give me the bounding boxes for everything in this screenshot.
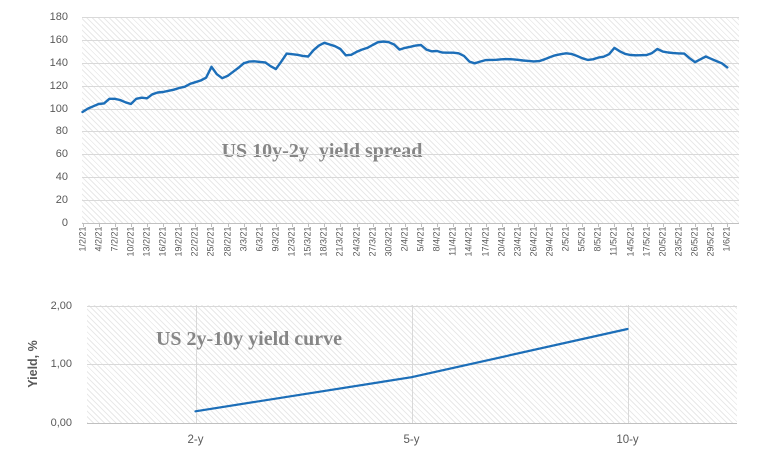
gridline-h (82, 177, 739, 178)
y-tick-label: 1,00 (50, 358, 72, 371)
y-tick-label: 120 (49, 79, 68, 92)
x-axis-line (87, 423, 737, 424)
spread-plot-area (82, 17, 739, 223)
axis-tickmark (517, 223, 519, 227)
axis-tickmark (549, 223, 551, 227)
axis-tickmark (163, 223, 165, 227)
axis-tickmark (292, 223, 294, 227)
axis-tickmark (453, 223, 455, 227)
axis-tickmark (646, 223, 648, 227)
axis-tickmark (356, 223, 358, 227)
axis-tickmark (485, 223, 487, 227)
y-tick-label: 20 (55, 194, 68, 207)
curve-chart-title: US 2y-10y yield curve (155, 328, 343, 350)
gridline-v (195, 305, 197, 423)
axis-tickmark (227, 223, 229, 227)
axis-tickmark (98, 223, 100, 227)
y-tick-label: 100 (49, 102, 68, 115)
axis-tickmark (727, 223, 729, 227)
curve-series-line-layer (194, 327, 629, 413)
gridline-h (82, 154, 739, 155)
y-tick-label: 2,00 (50, 299, 72, 312)
axis-tickmark (372, 223, 374, 227)
spread-series-line (81, 40, 729, 114)
curve-series-line (194, 327, 629, 413)
y-tick-label: 0 (61, 217, 68, 229)
axis-tickmark (130, 223, 132, 227)
axis-tickmark (614, 223, 616, 227)
axis-tickmark (340, 223, 342, 227)
y-tick-label: 180 (49, 11, 68, 23)
gridline-h (82, 17, 739, 18)
axis-tickmark (630, 223, 632, 227)
axis-tickmark (437, 223, 439, 227)
y-tick-label: 40 (55, 171, 68, 184)
axis-tickmark (211, 223, 213, 227)
axis-tickmark (421, 223, 423, 227)
x-tick-label: 10-y (616, 434, 639, 446)
axis-tickmark (678, 223, 680, 227)
axis-tickmark (711, 223, 713, 227)
gridline-h (82, 86, 739, 87)
x-tick-label: 2-y (187, 434, 204, 446)
axis-tickmark (195, 223, 197, 227)
y-tick-label: 160 (49, 33, 68, 46)
gridline-h (82, 131, 739, 132)
gridline-h (82, 200, 739, 201)
x-axis-line (82, 223, 739, 224)
axis-tickmark (501, 223, 503, 227)
axis-tickmark (114, 223, 116, 227)
axis-tickmark (566, 223, 568, 227)
axis-tickmark (388, 223, 390, 227)
gridline-h (82, 40, 739, 41)
axis-tickmark (275, 223, 277, 227)
axis-tickmark (582, 223, 584, 227)
axis-tickmark (533, 223, 535, 227)
axis-tickmark (469, 223, 471, 227)
axis-tickmark (404, 223, 406, 227)
gridline-h (82, 63, 739, 64)
axis-tickmark (308, 223, 310, 227)
y-tick-label: 0,00 (50, 417, 72, 429)
axis-tickmark (259, 223, 261, 227)
gridline-v (627, 305, 629, 423)
spread-chart-title: US 10y-2y yield spread (221, 140, 423, 162)
axis-tickmark (146, 223, 148, 227)
y-tick-label: 140 (49, 56, 68, 69)
spread-series-line-layer (81, 40, 729, 114)
axis-tickmark (243, 223, 245, 227)
gridline-h (82, 109, 739, 110)
axis-tickmark (662, 223, 664, 227)
axis-tickmark (82, 223, 84, 227)
axis-tickmark (179, 223, 181, 227)
axis-tickmark (324, 223, 326, 227)
axis-tickmark (695, 223, 697, 227)
y-tick-label: 80 (55, 125, 68, 138)
x-tick-label: 5-y (403, 434, 420, 446)
gridline-v (411, 305, 413, 423)
axis-tickmark (598, 223, 600, 227)
y-tick-label: 60 (55, 148, 68, 161)
